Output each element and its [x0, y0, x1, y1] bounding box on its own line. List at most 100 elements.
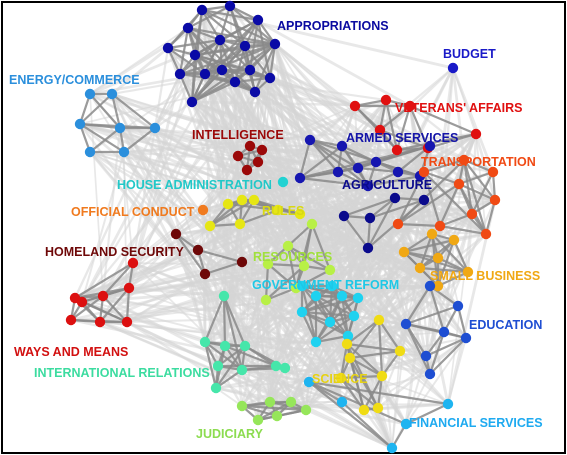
intra-committee-edge	[348, 356, 380, 410]
intra-committee-edge	[404, 322, 432, 376]
intra-committee-edge	[200, 8, 222, 42]
label-international: INTERNATIONAL RELATIONS	[34, 366, 210, 380]
node-financial	[442, 398, 454, 410]
intra-committee-edge	[402, 238, 456, 254]
node-transportation	[480, 228, 492, 240]
node-resources	[298, 260, 310, 272]
inter-committee-edge	[89, 93, 177, 235]
intra-committee-edge	[314, 294, 356, 318]
node-science	[344, 352, 356, 364]
intra-committee-edge	[330, 284, 350, 338]
intra-committee-edge	[216, 344, 247, 368]
node-ways-means	[97, 290, 109, 302]
inter-committee-edge	[127, 224, 212, 290]
intra-committee-edge	[422, 170, 442, 228]
node-appropriations	[196, 4, 208, 16]
node-international	[210, 382, 222, 394]
node-intelligence	[252, 156, 264, 168]
intra-committee-edge	[264, 286, 298, 302]
intra-committee-edge	[457, 182, 497, 202]
node-appropriations	[199, 68, 211, 80]
inter-committee-edge	[197, 223, 313, 251]
intra-committee-edge	[203, 294, 226, 344]
node-transportation	[458, 154, 470, 166]
intra-committee-edge	[300, 296, 360, 314]
node-ways-means	[94, 316, 106, 328]
intra-committee-edge	[203, 340, 218, 390]
inter-committee-edge	[174, 232, 207, 344]
intra-committee-edge	[166, 46, 207, 76]
intra-committee-edge	[457, 170, 495, 186]
label-energy: ENERGY/COMMERCE	[9, 73, 140, 87]
node-resources	[262, 258, 274, 270]
intra-committee-edge	[88, 126, 122, 154]
node-science	[358, 404, 370, 416]
node-international	[212, 360, 224, 372]
node-small-business	[448, 234, 460, 246]
node-veterans	[374, 124, 386, 136]
intra-committee-edge	[438, 182, 461, 228]
intra-committee-edge	[122, 126, 157, 154]
node-appropriations	[186, 96, 198, 108]
intra-committee-edge	[418, 232, 434, 270]
intra-committee-edge	[384, 98, 399, 152]
inter-committee-edge	[98, 294, 226, 324]
node-rules	[222, 198, 234, 210]
intra-committee-edge	[368, 196, 397, 220]
node-international	[236, 364, 248, 376]
node-education	[424, 280, 436, 292]
node-armed	[370, 156, 382, 168]
node-science	[341, 338, 353, 350]
node-international	[270, 360, 282, 372]
intra-committee-edge	[396, 222, 442, 228]
node-international	[219, 340, 231, 352]
intra-committee-edge	[404, 304, 460, 326]
intra-committee-edge	[178, 26, 190, 76]
node-intelligence	[232, 150, 244, 162]
label-gov-reform: GOVERNMENT REFORM	[252, 278, 399, 292]
intra-committee-edge	[314, 314, 356, 344]
node-armed	[362, 180, 374, 192]
node-international	[218, 290, 230, 302]
node-gov-reform	[310, 336, 322, 348]
node-small-business	[414, 262, 426, 274]
intra-committee-edge	[418, 266, 470, 274]
intra-committee-edge	[264, 262, 270, 302]
node-homeland	[199, 268, 211, 280]
node-armed	[336, 140, 348, 152]
intra-committee-edge	[402, 232, 434, 254]
node-agriculture	[364, 212, 376, 224]
inter-committee-edge	[451, 66, 495, 174]
node-international	[199, 336, 211, 348]
node-appropriations	[224, 0, 236, 12]
inter-committee-edge	[314, 284, 432, 344]
intra-committee-edge	[222, 294, 227, 348]
node-energy	[84, 88, 96, 100]
inter-committee-edge	[257, 145, 343, 163]
node-appropriations	[239, 40, 251, 52]
intra-committee-edge	[78, 92, 114, 126]
intra-committee-edge	[300, 310, 318, 344]
node-rules	[234, 218, 246, 230]
node-agriculture	[418, 194, 430, 206]
node-resources	[282, 240, 294, 252]
node-appropriations	[182, 22, 194, 34]
label-intelligence: INTELLIGENCE	[192, 128, 284, 142]
node-resources	[306, 218, 318, 230]
intra-committee-edge	[368, 198, 426, 220]
node-layer	[65, 0, 501, 454]
intra-committee-edge	[101, 261, 135, 298]
node-science	[372, 402, 384, 414]
label-rules: RULES	[262, 204, 304, 218]
inter-committee-edge	[88, 150, 212, 228]
intra-committee-edge	[307, 380, 450, 406]
node-science	[373, 314, 385, 326]
node-homeland	[170, 228, 182, 240]
intra-committee-edge	[452, 238, 470, 274]
intra-committee-edge	[238, 208, 280, 226]
intra-committee-edge	[307, 380, 408, 426]
node-appropriations	[229, 76, 241, 88]
node-financial	[303, 376, 315, 388]
node-energy	[106, 88, 118, 100]
node-transportation	[487, 166, 499, 178]
